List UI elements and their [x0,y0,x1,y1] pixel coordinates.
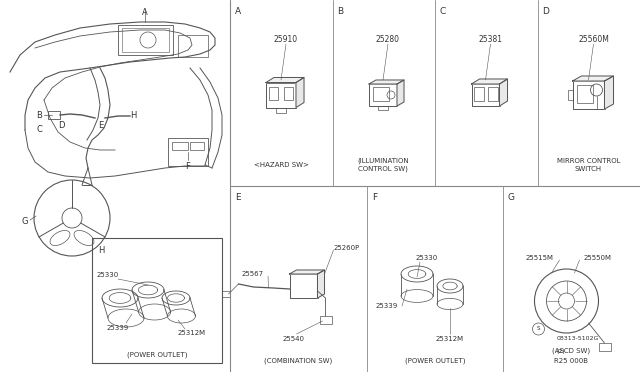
Bar [122,28,169,52]
Bar [488,87,497,101]
Text: 25540: 25540 [282,336,305,342]
Text: 25567: 25567 [242,271,264,277]
Text: 25515M: 25515M [525,255,554,261]
Text: R25 000B: R25 000B [554,358,589,364]
Polygon shape [573,76,614,81]
Text: E: E [235,193,241,202]
Text: (ILLUMINATION
CONTROL SW): (ILLUMINATION CONTROL SW) [357,158,409,172]
Bar [269,87,278,100]
Text: H: H [98,246,104,255]
Text: MIRROR CONTROL
SWITCH: MIRROR CONTROL SWITCH [557,158,620,172]
Text: (POWER OUTLET): (POWER OUTLET) [404,357,465,364]
Text: A: A [235,7,241,16]
Polygon shape [605,76,614,109]
Text: A: A [142,8,148,17]
Text: 25330: 25330 [97,272,119,278]
Text: 25560M: 25560M [578,35,609,45]
Polygon shape [397,80,404,106]
Polygon shape [266,77,304,83]
Bar [474,87,483,101]
Bar [178,35,208,57]
Bar [221,291,230,297]
Text: G: G [22,218,28,227]
Text: H: H [130,112,136,121]
Bar [276,108,286,112]
Text: B: B [36,110,42,119]
Text: 25312M: 25312M [178,330,206,336]
Bar [472,84,499,106]
Text: D: D [542,7,549,16]
Text: F: F [372,193,377,202]
Bar [319,316,332,324]
Text: 25280: 25280 [376,35,400,45]
Text: 25910: 25910 [274,35,298,45]
Text: (COMBINATION SW): (COMBINATION SW) [264,357,333,364]
Polygon shape [369,80,404,84]
Bar [289,274,317,298]
Text: D: D [58,122,65,131]
Bar [568,90,573,100]
Bar [373,87,389,101]
Text: (POWER OUTLET): (POWER OUTLET) [127,352,188,358]
Bar [172,142,188,150]
Text: <HAZARD SW>: <HAZARD SW> [253,162,308,168]
Bar [369,84,397,106]
Bar [378,106,388,110]
Text: C: C [36,125,42,135]
Bar [168,138,208,166]
Polygon shape [317,270,324,298]
Polygon shape [472,79,508,84]
Text: G: G [508,193,515,202]
Text: E: E [98,122,103,131]
Bar [573,81,605,109]
Text: 25381: 25381 [479,35,502,45]
Polygon shape [289,270,324,274]
Bar [577,85,593,103]
Text: 25550M: 25550M [584,255,611,261]
Text: 25339: 25339 [376,303,398,309]
Bar [92,238,222,363]
Bar [48,111,60,119]
Text: B: B [337,7,343,16]
Text: 25330: 25330 [416,255,438,261]
Bar [284,87,293,100]
Text: 25260P: 25260P [333,245,360,251]
Text: (ASCD SW): (ASCD SW) [552,347,591,354]
Bar [598,343,611,351]
Polygon shape [499,79,508,106]
Text: F: F [186,162,191,171]
Text: 25339: 25339 [107,325,129,331]
Bar [118,25,173,55]
Text: S: S [537,327,540,331]
Text: C: C [439,7,445,16]
Bar [190,142,204,150]
Text: 08313-5102G: 08313-5102G [557,337,599,341]
Bar [266,83,296,108]
Polygon shape [296,77,304,108]
Text: (2): (2) [557,349,565,353]
Text: 25312M: 25312M [436,336,464,342]
